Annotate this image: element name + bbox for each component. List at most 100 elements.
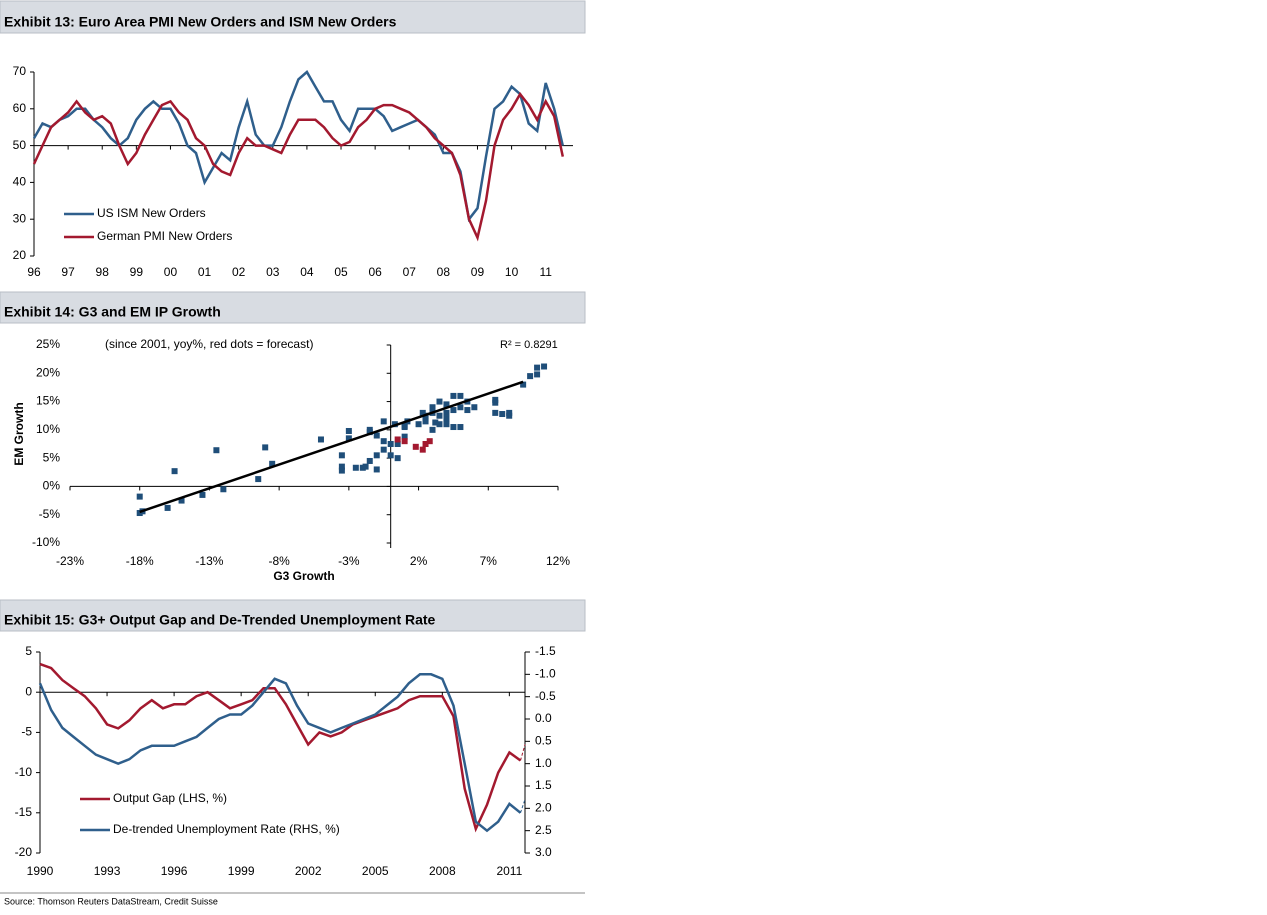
point [199,491,206,498]
point [426,438,433,445]
point [422,418,429,425]
point [345,427,352,434]
x-tick-label: -8% [268,554,290,568]
x-tick-label: 98 [96,265,110,279]
point [255,476,262,483]
y2-tick-label: -1.5 [535,644,556,658]
forecast-line [520,744,526,761]
point [412,443,419,450]
x-tick-label: 09 [471,265,485,279]
point [401,433,408,440]
y-tick-label: -5% [39,507,61,521]
point [506,409,513,416]
point [317,436,324,443]
y-tick-label: -10 [15,765,33,779]
point [387,452,394,459]
x-tick-label: -13% [195,554,223,568]
point [373,466,380,473]
x-tick-label: 2% [410,554,428,568]
point [415,421,422,428]
point [366,426,373,433]
y2-tick-label: 1.0 [535,756,552,770]
y-tick-label: -15 [15,805,33,819]
point [164,504,171,511]
x-tick-label: 2008 [429,864,456,878]
point [499,411,506,418]
point [429,404,436,411]
point [178,497,185,504]
header-band [0,599,586,632]
point [534,371,541,378]
point [380,446,387,453]
point [345,435,352,442]
point [269,460,276,467]
point [457,424,464,431]
y2-tick-label: 2.0 [535,801,552,815]
x-tick-label: 2002 [295,864,322,878]
y-tick-label: 50 [13,138,27,152]
point [457,392,464,399]
point [436,412,443,419]
point [443,415,450,422]
x-tick-label: 2011 [496,864,522,878]
y-tick-label: 25% [36,337,60,351]
point [450,407,457,414]
forecast-line [520,799,526,813]
y-tick-label: 30 [13,211,27,225]
source: Source: Thomson Reuters DataStream, Cred… [4,896,218,906]
series-line [39,662,522,833]
trendline [139,380,524,514]
point [541,363,548,370]
legend-label: Output Gap (LHS, %) [113,791,227,805]
y-tick-label: 5 [25,644,32,658]
point [366,457,373,464]
header-band [0,0,586,34]
point [443,409,450,416]
point [380,438,387,445]
point [422,441,429,447]
y-axis-title: EM Growth [12,402,26,465]
series-line [32,70,565,223]
x-tick-label: 99 [130,265,144,279]
point [171,468,178,475]
chart-title: Exhibit 15: G3+ Output Gap and De-Trende… [4,612,436,628]
x-tick-label: 7% [480,554,498,568]
x-tick-label: 00 [164,265,178,279]
annotation: (since 2001, yoy%, red dots = forecast) [105,337,313,351]
point [387,441,394,447]
x-tick-label: 11 [539,265,552,279]
y-tick-label: 15% [36,394,60,408]
point [136,493,143,500]
point [436,421,443,428]
y-tick-label: 5% [43,450,61,464]
y-tick-label: 40 [13,175,27,189]
point [419,446,426,453]
y2-tick-label: 3.0 [535,845,552,859]
point [432,419,439,426]
chart-title: Exhibit 14: G3 and EM IP Growth [4,304,221,320]
y-tick-label: 20 [13,248,27,262]
x-tick-label: 12% [546,554,570,568]
x-tick-label: 1990 [27,864,54,878]
y-tick-label: -10% [32,535,60,549]
x-tick-label: 04 [300,265,314,279]
point [443,421,450,428]
series-line [32,91,565,242]
point [527,373,534,380]
y-tick-label: 60 [13,101,27,115]
y-tick-label: 10% [36,422,60,436]
point [362,463,369,470]
point [394,455,401,462]
x-tick-label: -23% [56,554,84,568]
x-tick-label: 08 [437,265,451,279]
y2-tick-label: 2.5 [535,823,552,837]
point [492,396,499,403]
x-tick-label: 07 [403,265,417,279]
x-tick-label: 10 [505,265,519,279]
y-tick-label: 0% [43,479,61,493]
y-tick-label: 20% [36,365,60,379]
point [338,463,345,470]
y-tick-label: -20 [15,845,33,859]
